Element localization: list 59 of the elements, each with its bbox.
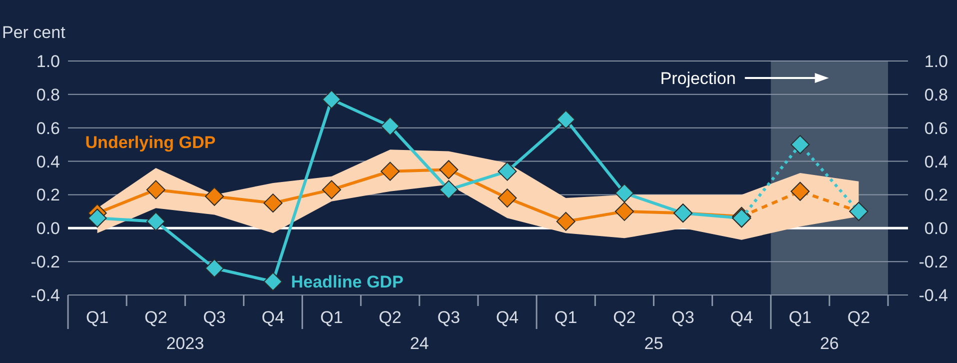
- point: [380, 162, 400, 181]
- x-tick-label: Q2: [847, 308, 870, 327]
- y2-tick-label: 0.8: [924, 85, 948, 104]
- point: [614, 184, 634, 203]
- x-tick-label: Q3: [672, 308, 694, 327]
- point: [380, 116, 400, 136]
- x-tick-label: Q2: [144, 308, 168, 327]
- x-tick-label: Q3: [203, 308, 226, 327]
- series-label: Headline GDP: [291, 272, 404, 292]
- x-tick-label: Q1: [86, 308, 109, 327]
- x-tick-label: Q1: [320, 308, 343, 327]
- point: [790, 135, 810, 154]
- point: [322, 180, 342, 200]
- y-tick-label: 0.8: [36, 85, 60, 104]
- y-axis-title: Per cent: [2, 23, 66, 42]
- x-tick-label: Q2: [613, 308, 636, 327]
- x-tick-label: Q1: [554, 308, 578, 327]
- y-tick-label: 0.0: [36, 219, 60, 238]
- point: [88, 208, 107, 228]
- x-tick-label: Q3: [437, 308, 460, 327]
- point: [146, 212, 166, 231]
- point: [498, 188, 517, 208]
- y2-tick-label: 0.4: [924, 152, 948, 172]
- x-tick-label: Q1: [788, 308, 812, 327]
- y-tick-label: -0.2: [30, 252, 60, 272]
- point: [439, 160, 458, 180]
- y2-tick-label: 0.2: [924, 186, 948, 205]
- x-tick-label: Q4: [262, 308, 284, 327]
- text: 26: [820, 334, 839, 353]
- x-tick-label: Q4: [730, 308, 753, 327]
- point: [322, 90, 342, 109]
- y2-tick-label: 1.0: [924, 52, 948, 71]
- annotation: Projection: [660, 69, 736, 88]
- point: [264, 194, 282, 213]
- x-tick-label: Q2: [378, 308, 402, 327]
- y-tick-label: 0.2: [36, 186, 60, 205]
- point: [146, 180, 166, 200]
- y-tick-label: 0.6: [36, 118, 60, 138]
- point: [204, 258, 224, 278]
- text: 25: [644, 334, 664, 353]
- text: 2023: [166, 334, 204, 353]
- point: [556, 212, 576, 231]
- y2-tick-label: 0.0: [924, 219, 948, 238]
- point: [264, 272, 282, 292]
- point: [498, 162, 517, 181]
- y2-tick-label: 0.6: [924, 118, 948, 138]
- x-tick-label: Q4: [496, 308, 519, 327]
- y-tick-label: 0.4: [36, 152, 60, 172]
- y-tick-label: -0.4: [30, 286, 60, 305]
- point: [614, 202, 634, 221]
- point: [204, 186, 224, 206]
- point: [556, 110, 576, 129]
- y2-tick-label: -0.2: [918, 252, 948, 272]
- point: [439, 180, 458, 200]
- y2-tick-label: -0.4: [918, 286, 948, 305]
- y-tick-label: 1.0: [36, 52, 60, 71]
- point: [790, 182, 810, 201]
- text: 24: [410, 334, 429, 353]
- text: Underlying GDP: [85, 132, 216, 152]
